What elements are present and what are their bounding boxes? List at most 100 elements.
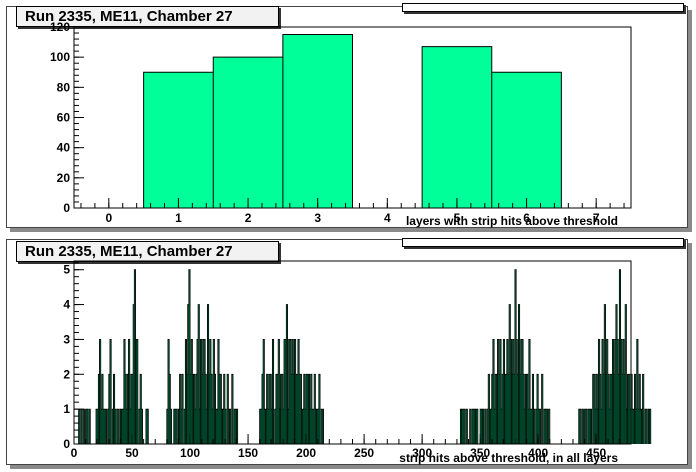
- histogram-bin: [605, 374, 607, 444]
- histogram-bin: [169, 374, 171, 444]
- x-tick-label: 100: [180, 446, 200, 460]
- histogram-outline: [143, 34, 562, 208]
- histogram-bin: [263, 339, 265, 444]
- histogram-bin: [260, 409, 262, 444]
- histogram-bin: [235, 409, 237, 444]
- histogram-bin: [128, 339, 130, 444]
- histogram-bin: [272, 339, 274, 444]
- x-tick-label: 50: [125, 446, 139, 460]
- histogram-bin: [588, 409, 590, 444]
- histogram-bin: [469, 409, 471, 444]
- bottom-stats-box: [402, 238, 684, 247]
- histogram-bin: [282, 34, 353, 208]
- histogram-bin: [123, 339, 126, 444]
- histogram-bin: [637, 409, 640, 444]
- histogram-bin: [300, 374, 302, 444]
- x-tick-label: 450: [586, 446, 606, 460]
- histogram-bin: [317, 409, 319, 444]
- histogram-bin: [633, 409, 635, 444]
- x-axis-title: strip hits above threshold, in all layer…: [399, 451, 618, 465]
- histogram-bin: [201, 374, 203, 444]
- y-tick-label: 5: [63, 263, 70, 277]
- histogram-bin: [301, 409, 303, 444]
- histogram-bin: [535, 409, 538, 444]
- histogram-bin: [518, 304, 520, 444]
- histogram-bin: [268, 374, 271, 444]
- histogram-bin: [635, 409, 637, 444]
- histogram-bin: [222, 409, 224, 444]
- histogram-bin: [541, 374, 543, 444]
- histogram-bin: [143, 72, 214, 208]
- x-tick-label: 7: [593, 211, 600, 225]
- histogram-bin: [214, 374, 216, 444]
- x-tick-label: 6: [523, 211, 530, 225]
- histogram-bin: [523, 374, 525, 444]
- histogram-bin: [286, 304, 288, 444]
- histogram-bin: [497, 339, 499, 444]
- histogram-bin: [496, 374, 498, 444]
- histogram-bin: [195, 374, 198, 444]
- histogram-bin: [184, 409, 186, 444]
- histogram-bin: [603, 374, 605, 444]
- histogram-bin: [114, 409, 116, 444]
- histogram-bin: [315, 409, 317, 444]
- histogram-bin: [112, 409, 114, 444]
- histogram-bin: [628, 374, 630, 444]
- x-axis-title: layers with strip hits above threshold: [406, 214, 618, 228]
- histogram-bin: [546, 409, 548, 444]
- histogram-bin: [607, 374, 609, 444]
- histogram-bin: [316, 409, 318, 444]
- histogram-bin: [275, 374, 278, 444]
- histogram-bin: [277, 374, 279, 444]
- histogram-bin: [491, 72, 562, 208]
- histogram-bin: [460, 409, 462, 444]
- histogram-bin: [615, 304, 618, 444]
- histogram-bin: [502, 374, 504, 444]
- histogram-bin: [288, 339, 290, 444]
- histogram-bin: [617, 339, 619, 444]
- histogram-bin: [282, 409, 285, 444]
- histogram-bin: [192, 374, 194, 444]
- histogram-bin: [213, 57, 283, 208]
- histogram-bin: [604, 304, 606, 444]
- histogram-bin: [145, 409, 148, 444]
- y-tick-label: 100: [50, 50, 70, 64]
- histogram-bin: [181, 374, 184, 444]
- histogram-bin: [203, 339, 206, 444]
- histogram-bin: [600, 409, 602, 444]
- histogram-bin: [217, 339, 220, 444]
- histogram-bin: [528, 339, 531, 444]
- histogram-bin: [626, 409, 628, 444]
- histogram-bin: [198, 304, 200, 444]
- histogram-bin: [644, 409, 647, 444]
- histogram-bin: [89, 409, 91, 444]
- histogram-bin: [631, 374, 633, 444]
- histogram-bin: [261, 374, 264, 444]
- histogram-bin: [99, 339, 101, 444]
- histogram-bin: [629, 409, 631, 444]
- histogram-bin: [531, 409, 533, 444]
- y-tick-label: 80: [57, 80, 71, 94]
- histogram-bin: [596, 374, 598, 444]
- histogram-bin: [86, 409, 88, 444]
- histogram-bin: [264, 409, 266, 444]
- histogram-bin: [259, 409, 261, 444]
- histogram-bin: [135, 339, 137, 444]
- histogram-bin: [520, 339, 522, 444]
- histogram-bin: [506, 339, 508, 444]
- histogram-bin: [280, 374, 282, 444]
- histogram-bin: [538, 409, 540, 444]
- histogram-bin: [642, 374, 644, 444]
- histogram-bin: [229, 409, 231, 444]
- x-tick-label: 350: [470, 446, 490, 460]
- x-tick-label: 4: [384, 211, 391, 225]
- histogram-bin: [121, 409, 123, 444]
- histogram-bin: [302, 409, 304, 444]
- histogram-bin: [303, 374, 305, 444]
- histogram-bin: [97, 409, 99, 444]
- histogram-bin: [475, 409, 477, 444]
- histogram-bin: [422, 46, 492, 208]
- histogram-bin: [646, 409, 648, 444]
- histogram-bin: [511, 374, 513, 444]
- histogram-bin: [147, 409, 149, 444]
